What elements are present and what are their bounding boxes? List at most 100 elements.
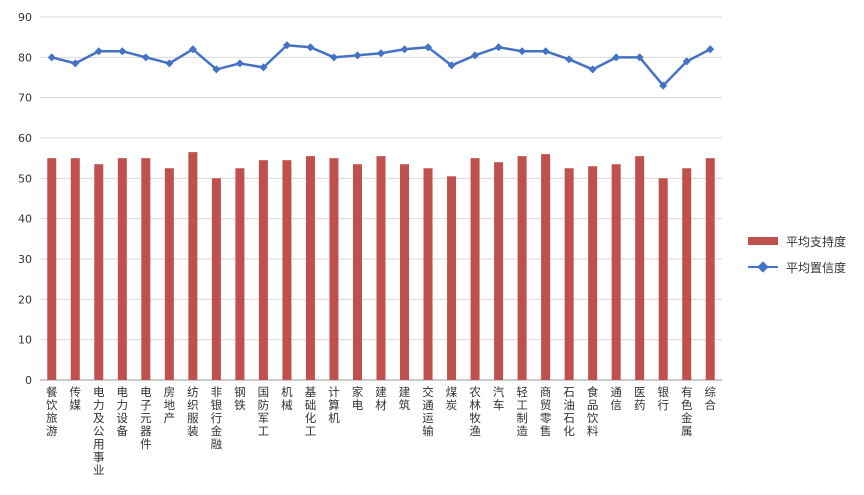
line-point: [541, 47, 550, 56]
bar: [258, 160, 268, 380]
line-point: [682, 57, 691, 66]
x-tick-label: 农林牧渔: [469, 385, 481, 438]
line-point: [565, 55, 574, 64]
bar: [494, 162, 504, 380]
bar: [611, 164, 621, 380]
line-point: [259, 63, 268, 72]
line-point: [377, 49, 385, 58]
bar: [282, 160, 292, 380]
y-tick-label: 70: [18, 92, 32, 105]
line-point: [282, 41, 291, 50]
x-tick-label: 建材: [375, 385, 387, 412]
bar: [352, 164, 362, 380]
line-point: [306, 43, 315, 52]
bar: [376, 156, 386, 380]
y-tick-label: 60: [18, 132, 32, 145]
legend: 平均支持度 平均置信度: [748, 228, 846, 280]
line-point: [471, 51, 480, 60]
line-point: [47, 53, 56, 62]
x-tick-label: 交通运输: [422, 385, 434, 438]
line-point: [141, 53, 150, 62]
x-tick-label: 纺织服装: [187, 385, 199, 438]
bar: [517, 156, 527, 380]
x-tick-label: 计算机: [328, 385, 340, 425]
line-point: [400, 45, 409, 54]
legend-label-confidence: 平均置信度: [786, 260, 847, 275]
bar: [447, 176, 457, 380]
x-tick-label: 房地产: [164, 385, 176, 425]
x-tick-label: 银行: [657, 385, 669, 412]
x-tick-label: 非银行金融: [211, 385, 223, 451]
bar: [164, 168, 174, 380]
bar: [423, 168, 433, 380]
x-tick-label: 钢铁: [234, 385, 246, 412]
legend-label-support: 平均支持度: [786, 234, 847, 249]
y-tick-label: 0: [25, 374, 32, 387]
legend-swatch-bar: [748, 237, 778, 245]
x-tick-label: 家电: [352, 385, 364, 412]
line-point: [518, 47, 527, 56]
line-point: [188, 45, 197, 54]
x-tick-label: 基础化工: [305, 385, 317, 438]
x-tick-label: 石油石化: [563, 385, 575, 438]
y-tick-label: 20: [18, 293, 32, 306]
line-point: [447, 61, 456, 70]
x-tick-label: 传媒: [70, 385, 82, 412]
x-tick-label: 电子元器件: [140, 385, 152, 451]
x-tick-label: 餐饮旅游: [46, 385, 58, 438]
legend-item-confidence: 平均置信度: [748, 254, 846, 280]
x-tick-label: 汽车: [493, 385, 505, 412]
bar: [470, 158, 480, 380]
x-tick-label: 有色金属: [681, 385, 693, 438]
line-point: [706, 45, 715, 54]
line-point: [329, 53, 338, 62]
x-tick-label: 电力设备: [117, 385, 129, 438]
line-point: [94, 47, 103, 56]
bar: [211, 178, 221, 380]
x-tick-label: 电力及公用事业: [93, 385, 105, 477]
bar: [564, 168, 574, 380]
line-point: [71, 59, 80, 68]
line-point: [424, 43, 433, 52]
bar: [658, 178, 668, 380]
x-tick-label: 医药: [634, 385, 646, 412]
y-tick-label: 80: [18, 51, 32, 64]
line-point: [118, 47, 127, 56]
line-point: [212, 65, 221, 74]
line-point: [353, 51, 362, 60]
bar: [117, 158, 127, 380]
line-point: [494, 43, 503, 52]
bar: [235, 168, 245, 380]
x-tick-label: 综合: [704, 385, 716, 412]
line-point: [588, 65, 597, 74]
legend-item-support: 平均支持度: [748, 228, 846, 254]
bar: [47, 158, 57, 380]
legend-swatch-line: [748, 262, 778, 272]
line-point: [635, 53, 644, 62]
x-tick-label: 食品饮料: [587, 385, 599, 438]
x-tick-label: 通信: [610, 385, 622, 412]
y-tick-label: 40: [18, 213, 32, 226]
y-tick-label: 10: [18, 334, 32, 347]
bar: [94, 164, 104, 380]
line-point: [659, 81, 668, 90]
y-tick-label: 50: [18, 172, 32, 185]
bar: [705, 158, 715, 380]
x-tick-label: 国防军工: [258, 385, 270, 438]
y-tick-label: 90: [18, 11, 32, 24]
x-tick-label: 商贸零售: [540, 385, 552, 438]
bar: [70, 158, 80, 380]
bar: [541, 154, 551, 380]
bar: [305, 156, 315, 380]
bar: [329, 158, 339, 380]
bar: [400, 164, 410, 380]
bar: [588, 166, 598, 380]
bar: [635, 156, 645, 380]
line-point: [235, 59, 244, 68]
bar: [682, 168, 692, 380]
x-tick-label: 机械: [281, 385, 293, 412]
bar: [188, 152, 198, 380]
x-tick-label: 煤炭: [446, 385, 458, 412]
y-tick-label: 30: [18, 253, 32, 266]
